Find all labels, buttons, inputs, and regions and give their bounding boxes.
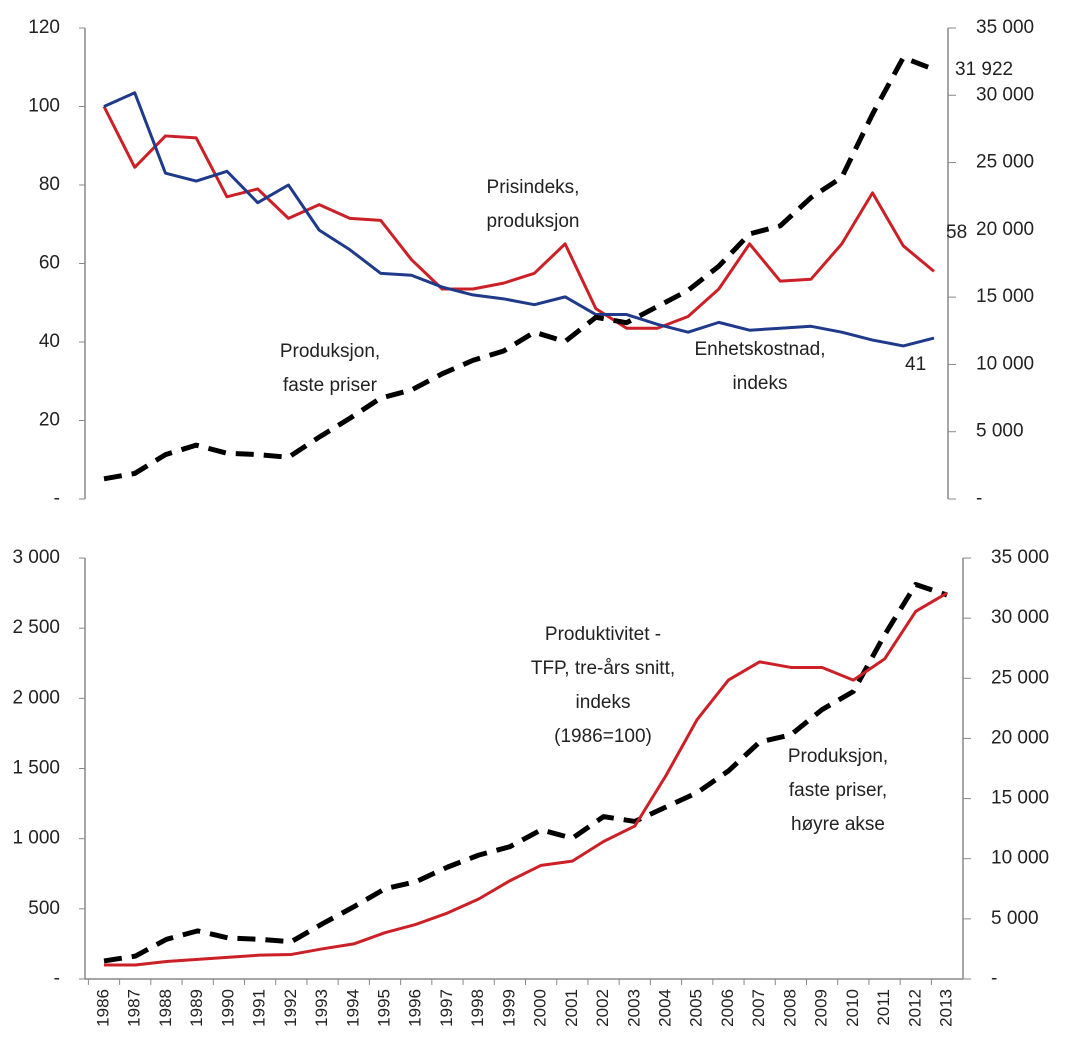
series-annotation: Produksjon, xyxy=(280,341,380,362)
x-tick-label: 1994 xyxy=(343,989,362,1027)
y2-tick-label: 5 000 xyxy=(991,908,1039,929)
series-annotation: faste priser, xyxy=(789,780,887,801)
x-tick-label: 1993 xyxy=(312,989,331,1027)
x-tick-label: 2007 xyxy=(749,989,768,1027)
y2-tick-label: 35 000 xyxy=(991,547,1049,568)
x-tick-label: 2013 xyxy=(936,989,955,1027)
series-annotation: Produktivitet - xyxy=(545,624,661,645)
x-tick-label: 2003 xyxy=(624,989,643,1027)
x-tick-label: 1997 xyxy=(437,989,456,1027)
series-annotation: Prisindeks, xyxy=(487,177,580,198)
x-tick-label: 1991 xyxy=(250,989,269,1027)
series-line xyxy=(103,91,935,348)
x-tick-label: 1995 xyxy=(374,989,393,1027)
y2-tick-label: 25 000 xyxy=(976,152,1034,173)
y-tick-label: - xyxy=(54,488,60,509)
series-annotation: faste priser xyxy=(283,375,378,396)
y-tick-label: 2 000 xyxy=(12,687,60,708)
series-annotation: Produksjon, xyxy=(788,746,888,767)
x-tick-label: 2010 xyxy=(843,989,862,1027)
y2-tick-label: 15 000 xyxy=(991,788,1049,809)
x-tick-label: 1990 xyxy=(218,989,237,1027)
y2-tick-label: - xyxy=(976,488,982,509)
x-tick-label: 2011 xyxy=(874,989,893,1026)
x-tick-label: 2012 xyxy=(905,989,924,1027)
series-annotation: (1986=100) xyxy=(554,726,652,747)
x-tick-label: 2001 xyxy=(562,989,581,1027)
y-tick-label: 80 xyxy=(39,174,60,195)
series-annotation: produksjon xyxy=(487,211,580,232)
y2-tick-label: 20 000 xyxy=(976,219,1034,240)
series-line xyxy=(103,55,935,482)
x-tick-label: 1992 xyxy=(281,989,300,1027)
x-tick-label: 1988 xyxy=(156,989,175,1027)
y-tick-label: 1 500 xyxy=(12,758,60,779)
y-tick-label: 2 500 xyxy=(12,617,60,638)
y2-tick-label: 35 000 xyxy=(976,17,1034,38)
y2-tick-label: 25 000 xyxy=(991,667,1049,688)
series-annotation: høyre akse xyxy=(791,814,885,835)
y-tick-label: 40 xyxy=(39,331,60,352)
y2-tick-label: 15 000 xyxy=(976,286,1034,307)
y2-tick-label: 30 000 xyxy=(976,84,1034,105)
y-tick-label: 120 xyxy=(28,17,60,38)
y2-tick-label: 5 000 xyxy=(976,421,1024,442)
series-line xyxy=(102,105,935,330)
x-tick-label: 2002 xyxy=(593,989,612,1027)
series-line xyxy=(104,591,948,967)
x-tick-label: 1996 xyxy=(406,989,425,1027)
series-annotation: TFP, tre-års snitt, xyxy=(531,658,675,679)
x-tick-label: 2008 xyxy=(780,989,799,1027)
y2-tick-label: 10 000 xyxy=(991,848,1049,869)
y2-tick-label: 20 000 xyxy=(991,727,1049,748)
series-annotation: indeks xyxy=(733,373,788,394)
y-tick-label: 100 xyxy=(28,96,60,117)
x-tick-label: 2005 xyxy=(687,989,706,1027)
y-tick-label: 60 xyxy=(39,253,60,274)
data-label: 31 922 xyxy=(955,59,1013,80)
x-tick-label: 1986 xyxy=(93,989,112,1027)
x-tick-label: 2000 xyxy=(531,989,550,1027)
data-label: 58 xyxy=(946,222,967,243)
series-annotation: indeks xyxy=(576,692,631,713)
y-tick-label: 20 xyxy=(39,410,60,431)
x-tick-label: 1987 xyxy=(125,989,144,1027)
data-label: 41 xyxy=(905,354,926,375)
x-tick-label: 1999 xyxy=(499,989,518,1027)
y2-tick-label: - xyxy=(991,968,997,989)
y-tick-label: - xyxy=(54,968,60,989)
y2-tick-label: 10 000 xyxy=(976,353,1034,374)
x-tick-label: 1998 xyxy=(468,989,487,1027)
series-line xyxy=(103,581,948,964)
x-tick-label: 2009 xyxy=(812,989,831,1027)
x-tick-label: 2006 xyxy=(718,989,737,1027)
y-tick-label: 500 xyxy=(28,898,60,919)
x-tick-label: 1989 xyxy=(187,989,206,1027)
y-tick-label: 3 000 xyxy=(12,547,60,568)
y2-tick-label: 30 000 xyxy=(991,607,1049,628)
series-annotation: Enhetskostnad, xyxy=(695,339,826,360)
x-tick-label: 2004 xyxy=(655,989,674,1027)
y-tick-label: 1 000 xyxy=(12,828,60,849)
